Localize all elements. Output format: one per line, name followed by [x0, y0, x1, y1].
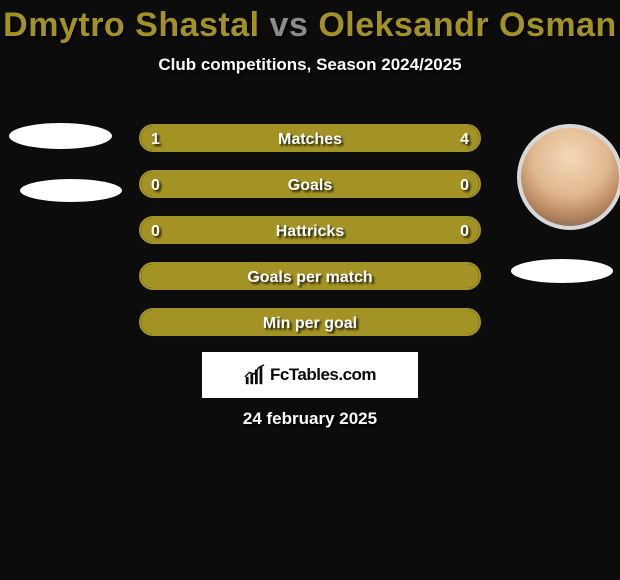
- stat-value-right: 0: [460, 218, 469, 242]
- stat-label: Goals per match: [141, 264, 479, 288]
- stat-row: Goals per match: [139, 262, 481, 290]
- stat-label: Min per goal: [141, 310, 479, 334]
- stat-label: Matches: [141, 126, 479, 150]
- chart-icon: [244, 364, 266, 386]
- stat-value-left: 0: [151, 172, 160, 196]
- player2-avatar-placeholder: [511, 259, 613, 283]
- stat-row: Hattricks0 0: [139, 216, 481, 244]
- title-vs: vs: [270, 6, 309, 44]
- stat-row: Goals0 0: [139, 170, 481, 198]
- stat-label: Goals: [141, 172, 479, 196]
- page-title: Dmytro Shastal vs Oleksandr Osman: [0, 0, 620, 45]
- logo-box: FcTables.com: [202, 352, 418, 398]
- stat-label: Hattricks: [141, 218, 479, 242]
- stat-value-left: 1: [151, 126, 160, 150]
- player1-avatar-placeholder-1: [9, 123, 112, 149]
- stat-row: Min per goal: [139, 308, 481, 336]
- player1-avatar-placeholder-2: [20, 179, 122, 202]
- comparison-card: Dmytro Shastal vs Oleksandr Osman Club c…: [0, 0, 620, 580]
- stat-value-right: 0: [460, 172, 469, 196]
- logo-text: FcTables.com: [270, 365, 376, 385]
- subtitle: Club competitions, Season 2024/2025: [0, 55, 620, 75]
- date-text: 24 february 2025: [0, 409, 620, 429]
- stat-row: Matches1 4: [139, 124, 481, 152]
- title-player1: Dmytro Shastal: [3, 6, 259, 44]
- stat-value-right: 4: [460, 126, 469, 150]
- player2-avatar: [517, 124, 620, 230]
- stat-value-left: 0: [151, 218, 160, 242]
- title-player2: Oleksandr Osman: [318, 6, 617, 44]
- stat-bars: Matches14Goals00Hattricks00Goals per mat…: [139, 124, 481, 354]
